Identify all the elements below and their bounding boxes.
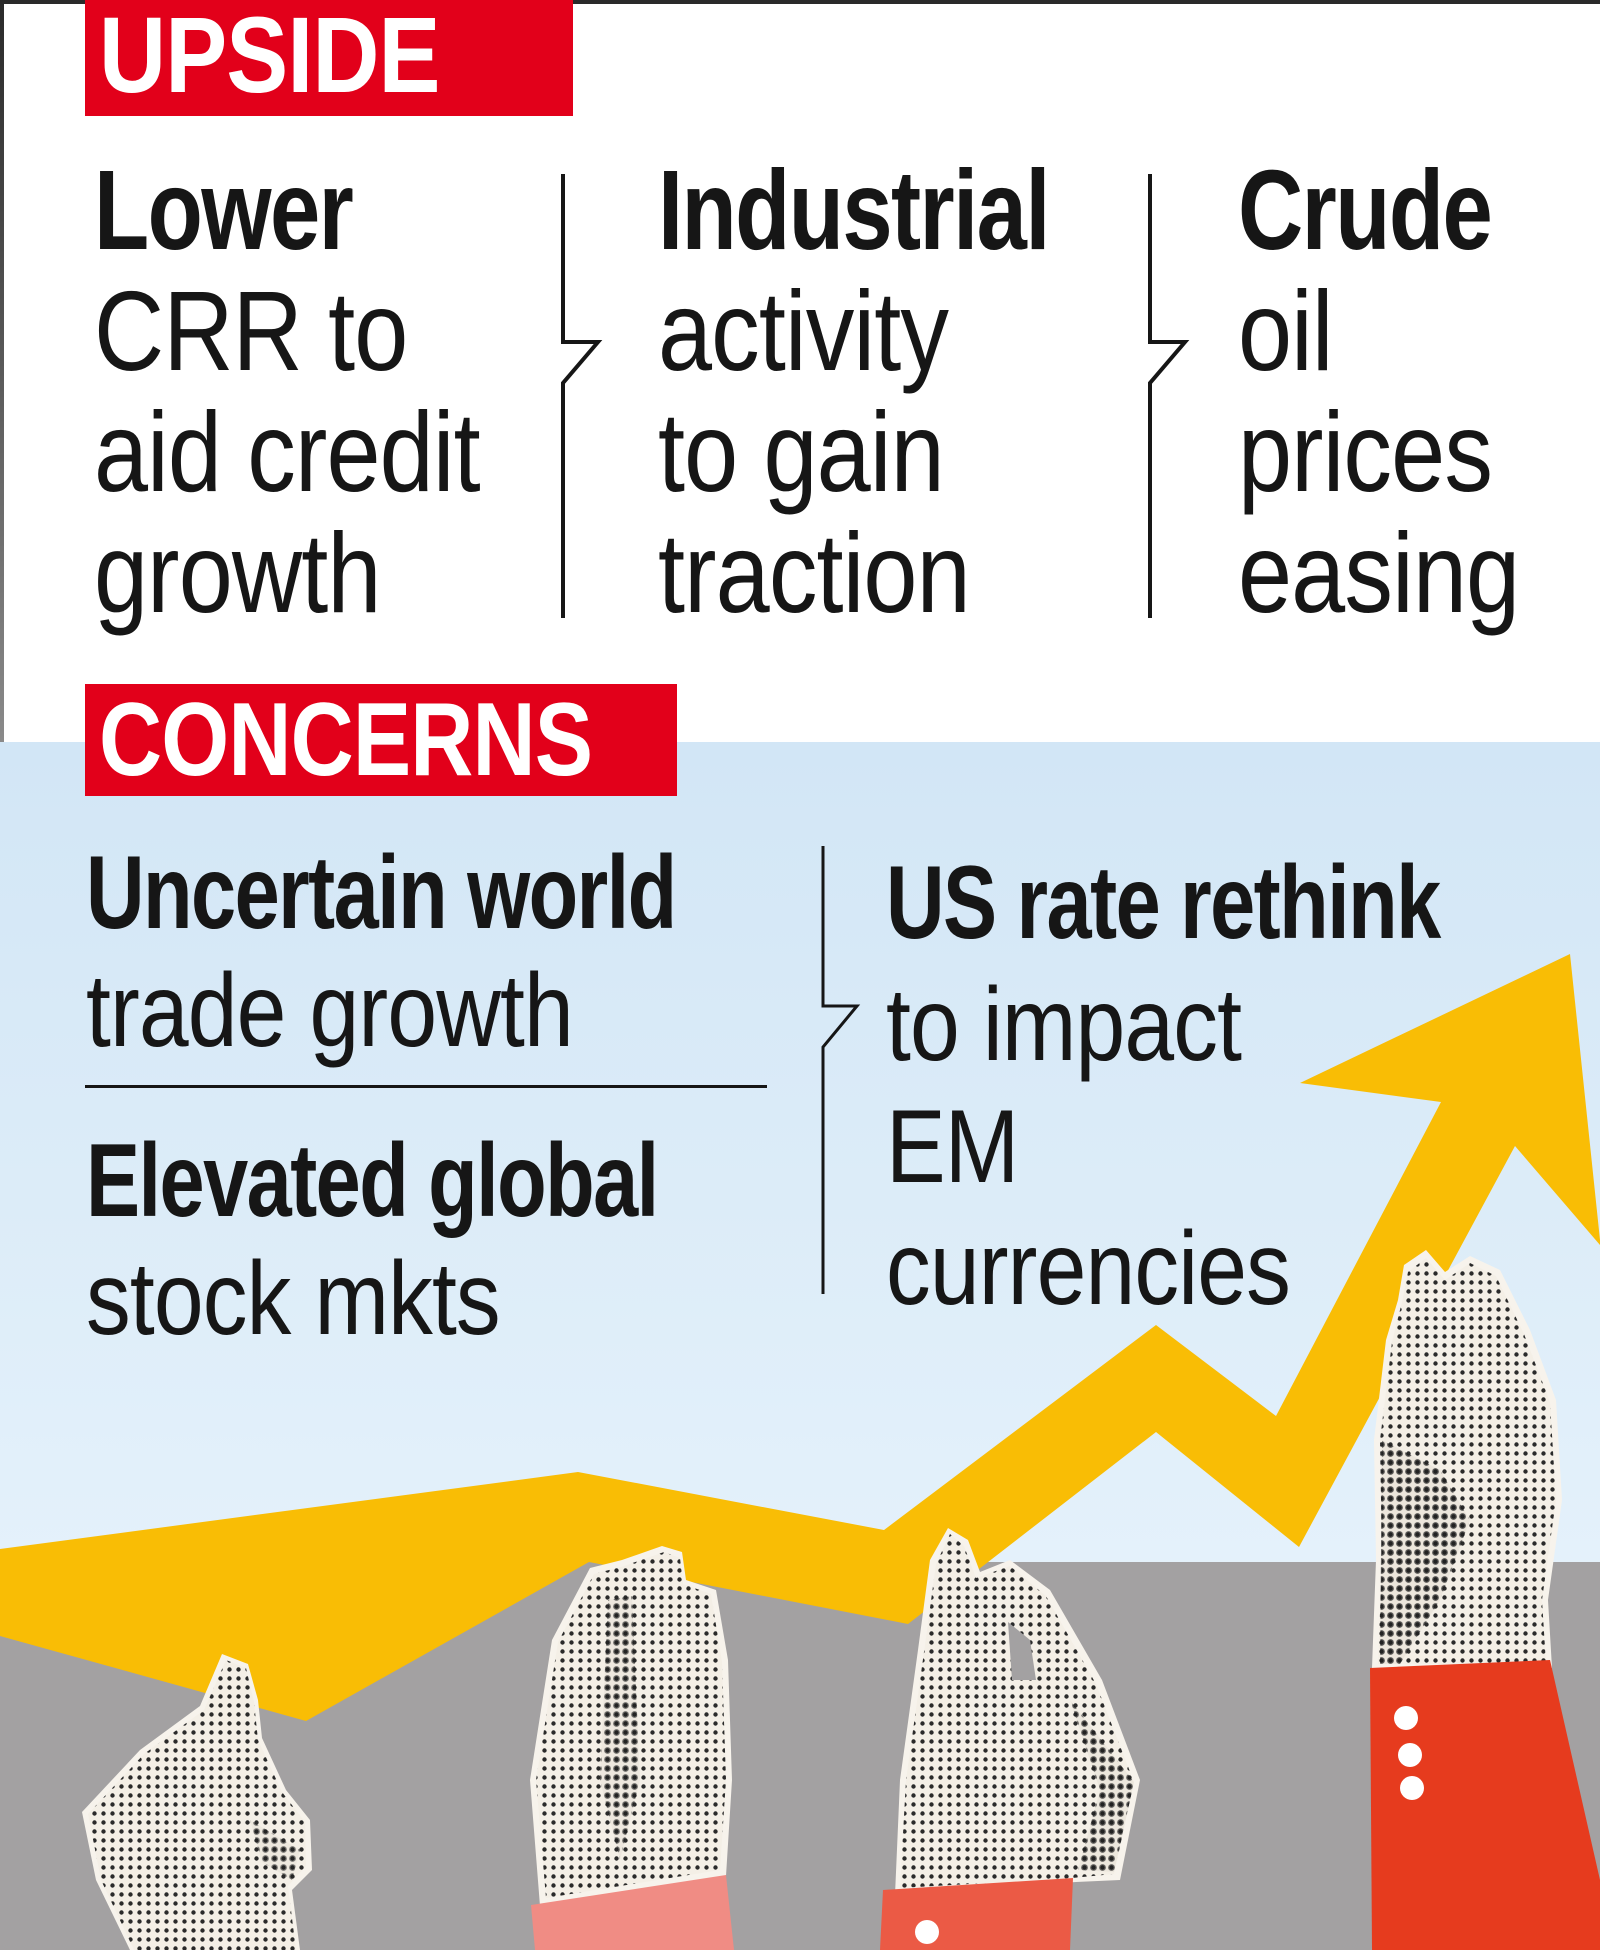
item-line: EM xyxy=(886,1089,1019,1205)
concerns-heading: CONCERNS xyxy=(99,684,593,796)
item-line: to gain xyxy=(658,389,945,515)
item-line: to impact xyxy=(886,967,1242,1083)
concern-item-us-rate: US rate rethink to impact EM currencies xyxy=(886,842,1596,1330)
item-title: Industrial xyxy=(658,147,1050,273)
upside-item-credit: Lower CRR to aid credit growth xyxy=(94,150,543,634)
item-title: US rate rethink xyxy=(886,845,1441,961)
left-border xyxy=(0,0,4,742)
top-border xyxy=(0,0,1600,4)
floor-background xyxy=(0,1562,1600,1950)
item-title: Uncertain world xyxy=(86,835,677,951)
item-title: Lower xyxy=(94,147,354,273)
item-line: prices xyxy=(1238,389,1493,515)
item-line: growth xyxy=(94,510,381,636)
divider-upside-1 xyxy=(561,174,603,618)
upside-tag: UPSIDE xyxy=(85,0,573,116)
item-line: CRR to xyxy=(94,268,408,394)
divider-upside-2 xyxy=(1148,174,1190,618)
item-line: currencies xyxy=(886,1211,1291,1327)
item-line: trade growth xyxy=(86,953,574,1069)
upside-item-industrial: Industrial activity to gain traction xyxy=(658,150,1147,634)
item-line: easing xyxy=(1238,510,1520,636)
item-line: activity xyxy=(658,268,949,394)
upside-item-crude: Crude oil prices easing xyxy=(1238,150,1565,634)
concern-item-stocks: Elevated global stock mkts xyxy=(86,1122,819,1358)
upside-heading: UPSIDE xyxy=(99,0,441,115)
item-line: traction xyxy=(658,510,971,636)
item-line: stock mkts xyxy=(86,1241,501,1357)
item-line: aid credit xyxy=(94,389,481,515)
item-title: Elevated global xyxy=(86,1123,659,1239)
item-title: Crude xyxy=(1238,147,1493,273)
item-line: oil xyxy=(1238,268,1334,394)
concerns-separator xyxy=(85,1085,767,1088)
concerns-tag: CONCERNS xyxy=(85,684,677,796)
concern-item-trade: Uncertain world trade growth xyxy=(86,834,842,1070)
